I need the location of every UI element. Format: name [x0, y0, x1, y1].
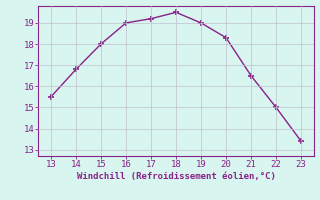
X-axis label: Windchill (Refroidissement éolien,°C): Windchill (Refroidissement éolien,°C) — [76, 172, 276, 181]
